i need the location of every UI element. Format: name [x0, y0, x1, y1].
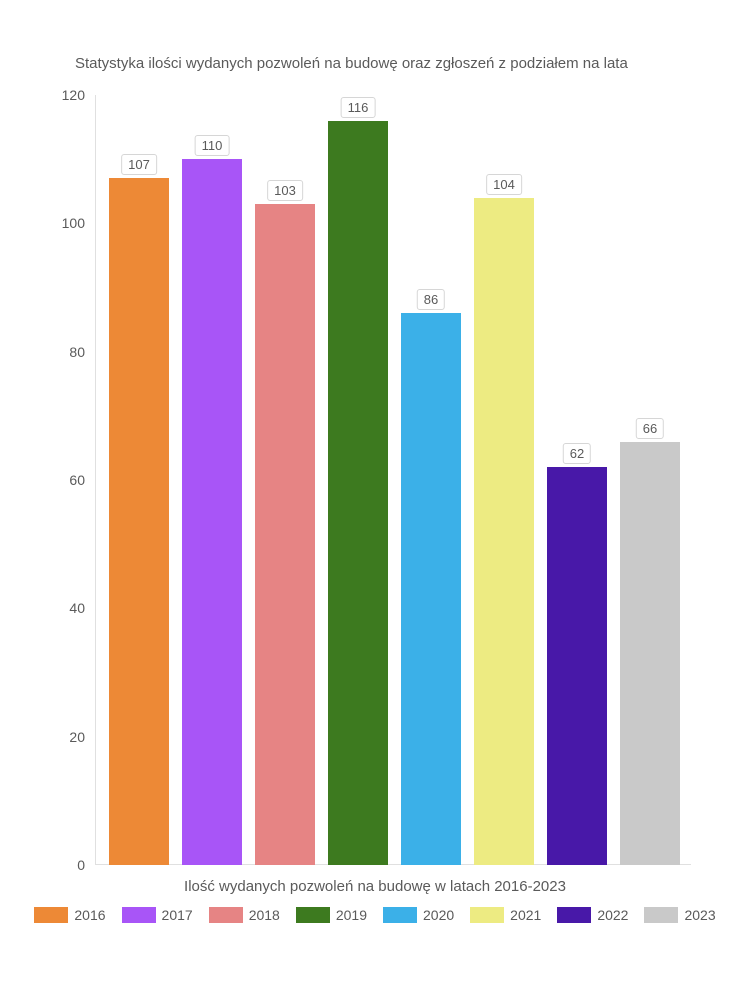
bar-value-label: 62 — [563, 443, 591, 464]
legend-label: 2023 — [684, 907, 715, 923]
legend-label: 2022 — [597, 907, 628, 923]
legend-label: 2017 — [162, 907, 193, 923]
legend: 2016 2017 2018 2019 2020 2021 2022 2023 — [0, 905, 750, 925]
bar-value-label: 103 — [267, 180, 303, 201]
legend-item-2017: 2017 — [122, 907, 193, 923]
bar-2022: 62 — [547, 467, 607, 865]
bar-2021: 104 — [474, 198, 534, 865]
legend-swatch — [644, 907, 678, 923]
legend-swatch — [122, 907, 156, 923]
chart-title: Statystyka ilości wydanych pozwoleń na b… — [75, 55, 628, 72]
y-tick-label: 80 — [45, 344, 85, 360]
legend-swatch — [557, 907, 591, 923]
bar-2018: 103 — [255, 204, 315, 865]
y-tick-label: 100 — [45, 215, 85, 231]
bar-2019: 116 — [328, 121, 388, 865]
legend-item-2021: 2021 — [470, 907, 541, 923]
legend-item-2018: 2018 — [209, 907, 280, 923]
legend-label: 2018 — [249, 907, 280, 923]
y-tick-label: 0 — [45, 857, 85, 873]
legend-label: 2021 — [510, 907, 541, 923]
bar-value-label: 107 — [121, 154, 157, 175]
bar-2017: 110 — [182, 159, 242, 865]
legend-item-2016: 2016 — [34, 907, 105, 923]
bar-value-label: 116 — [341, 97, 376, 118]
legend-label: 2016 — [74, 907, 105, 923]
y-tick-label: 20 — [45, 729, 85, 745]
bar-2023: 66 — [620, 442, 680, 866]
bar-2020: 86 — [401, 313, 461, 865]
legend-swatch — [470, 907, 504, 923]
legend-item-2019: 2019 — [296, 907, 367, 923]
y-tick-label: 120 — [45, 87, 85, 103]
legend-item-2022: 2022 — [557, 907, 628, 923]
bar-value-label: 104 — [486, 174, 522, 195]
y-tick-label: 40 — [45, 600, 85, 616]
bar-2016: 107 — [109, 178, 169, 865]
plot-region: 107110103116861046266 — [95, 95, 690, 865]
legend-label: 2019 — [336, 907, 367, 923]
legend-swatch — [383, 907, 417, 923]
legend-swatch — [209, 907, 243, 923]
chart-area: 107110103116861046266 020406080100120 — [95, 95, 690, 865]
legend-item-2020: 2020 — [383, 907, 454, 923]
y-tick-label: 60 — [45, 472, 85, 488]
bar-value-label: 66 — [636, 418, 664, 439]
bar-value-label: 86 — [417, 289, 445, 310]
legend-swatch — [34, 907, 68, 923]
x-axis-title: Ilość wydanych pozwoleń na budowę w lata… — [0, 878, 750, 895]
bar-value-label: 110 — [195, 135, 230, 156]
legend-label: 2020 — [423, 907, 454, 923]
legend-swatch — [296, 907, 330, 923]
legend-item-2023: 2023 — [644, 907, 715, 923]
